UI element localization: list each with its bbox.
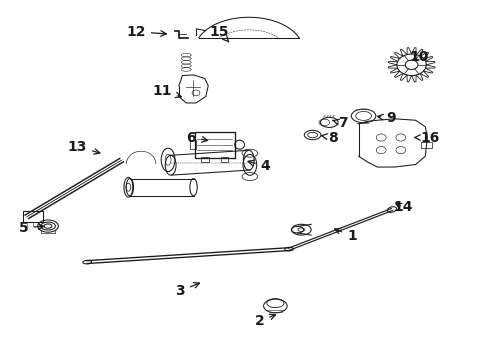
Text: 5: 5 <box>19 221 44 234</box>
Text: 4: 4 <box>248 159 270 173</box>
Text: 11: 11 <box>153 84 181 98</box>
Bar <box>195 132 235 158</box>
Text: 7: 7 <box>333 116 348 130</box>
Text: 10: 10 <box>409 50 429 64</box>
Text: 8: 8 <box>321 131 338 144</box>
Text: 3: 3 <box>175 283 199 298</box>
Text: 12: 12 <box>126 25 167 39</box>
Bar <box>201 157 209 162</box>
Text: 6: 6 <box>186 131 208 144</box>
Text: 1: 1 <box>335 229 357 243</box>
Text: 2: 2 <box>255 314 275 328</box>
Text: 14: 14 <box>393 200 413 214</box>
Bar <box>23 211 43 222</box>
Bar <box>190 140 196 149</box>
Text: 16: 16 <box>415 131 440 144</box>
Text: 9: 9 <box>377 111 396 125</box>
Text: 13: 13 <box>68 140 100 154</box>
Bar <box>220 157 228 162</box>
Bar <box>421 142 432 148</box>
Text: 15: 15 <box>210 25 229 42</box>
